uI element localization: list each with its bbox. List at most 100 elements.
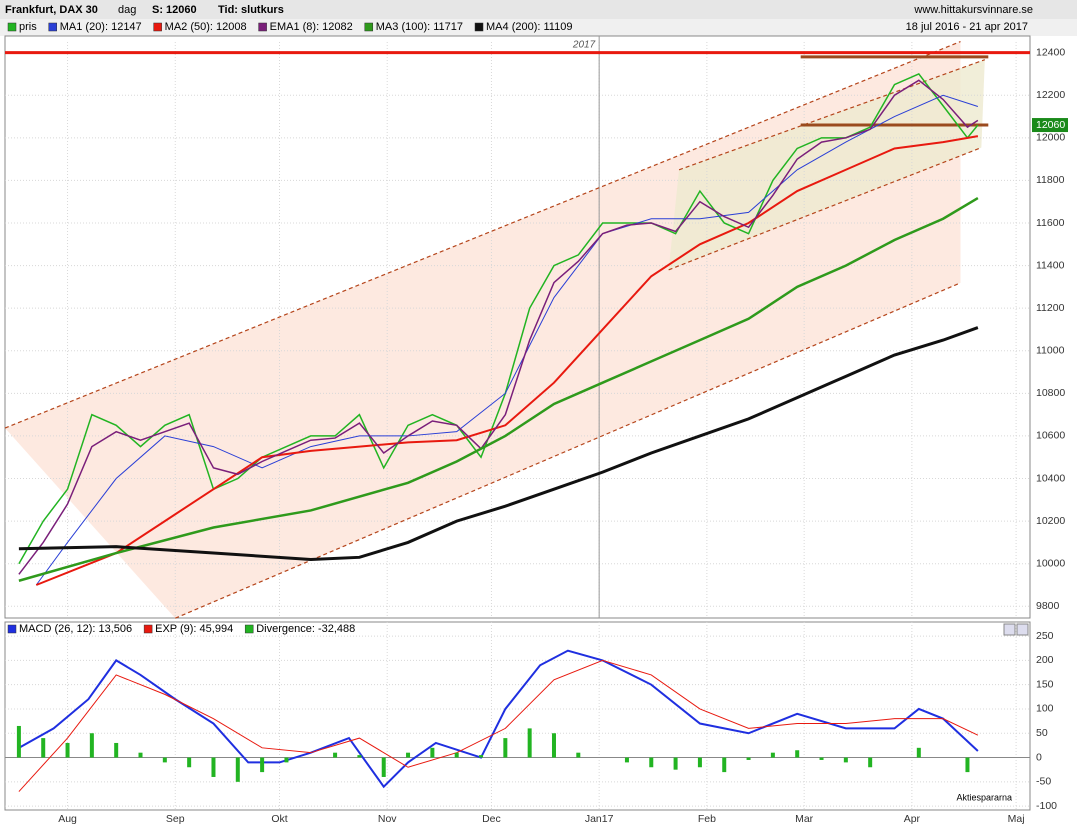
y-tick-label: 250	[1036, 630, 1054, 642]
divergence-bar	[114, 742, 119, 758]
chart-title: Frankfurt, DAX 30	[5, 4, 98, 16]
divergence-bar	[65, 742, 70, 758]
x-tick-label: Jan17	[585, 813, 614, 825]
series-line	[18, 326, 979, 561]
legend-label: EXP (9): 45,994	[155, 623, 233, 635]
legend-swatch	[7, 22, 17, 32]
divergence-bar	[770, 752, 775, 758]
trend-line	[4, 41, 961, 429]
y-tick-label: 50	[1036, 727, 1048, 739]
x-tick-label: Nov	[378, 813, 397, 825]
divergence-bar	[527, 728, 532, 758]
y-tick-label: -50	[1036, 776, 1051, 788]
y-tick-label: -100	[1036, 800, 1057, 812]
y-tick-label: 200	[1036, 654, 1054, 666]
legend-label: MA4 (200): 11109	[486, 21, 572, 33]
divergence-bar	[211, 757, 216, 777]
y-tick-label: 10000	[1036, 557, 1065, 569]
y-tick-label: 12000	[1036, 132, 1065, 144]
x-tick-label: Sep	[166, 813, 185, 825]
y-tick-label: 10600	[1036, 430, 1065, 442]
x-tick-label: Okt	[271, 813, 287, 825]
series-line	[18, 197, 979, 582]
legend-swatch	[153, 22, 162, 32]
y-tick-label: 9800	[1036, 600, 1060, 612]
divergence-bar	[162, 757, 167, 763]
year-label: 2017	[572, 40, 596, 51]
divergence-bar	[41, 738, 46, 758]
legend-swatch	[7, 624, 17, 634]
divergence-bar	[697, 757, 702, 768]
divergence-bar	[746, 757, 751, 760]
divergence-bar	[479, 755, 484, 758]
divergence-bar	[187, 757, 192, 768]
x-tick-label: Maj	[1008, 813, 1025, 825]
divergence-bar	[260, 757, 265, 773]
close-button[interactable]	[1016, 623, 1029, 636]
legend-label: MA3 (100): 11717	[376, 21, 463, 33]
x-tick-label: Mar	[795, 813, 814, 825]
y-tick-label: 12400	[1036, 46, 1065, 58]
x-tick-label: Apr	[904, 813, 921, 825]
divergence-bar	[406, 752, 411, 758]
legend-bar	[0, 19, 1077, 36]
divergence-bar	[284, 757, 289, 763]
y-tick-label: 11200	[1036, 302, 1065, 314]
divergence-bar	[722, 757, 727, 773]
y-tick-label: 11400	[1036, 259, 1065, 271]
y-tick-label: 150	[1036, 678, 1054, 690]
legend-swatch	[244, 624, 254, 634]
legend-label: pris	[19, 21, 37, 33]
y-tick-label: 11800	[1036, 174, 1065, 186]
divergence-bar	[673, 757, 678, 770]
trend-line	[175, 282, 961, 619]
divergence-bar	[843, 757, 848, 763]
divergence-bar	[795, 750, 800, 758]
legend-label: MACD (26, 12): 13,506	[19, 623, 132, 635]
legend-swatch	[143, 624, 153, 634]
time-label: Tid: slutkurs	[218, 4, 284, 16]
x-tick-label: Aug	[58, 813, 77, 825]
divergence-bar	[454, 752, 459, 758]
divergence-bar	[357, 755, 362, 758]
y-tick-label: 10200	[1036, 515, 1065, 527]
divergence-bar	[381, 757, 386, 777]
y-tick-label: 10400	[1036, 472, 1065, 484]
y-tick-label: 100	[1036, 703, 1054, 715]
divergence-bar	[138, 752, 143, 758]
legend-label: MA2 (50): 12008	[165, 21, 247, 33]
last-price-label: 12060	[1036, 119, 1065, 131]
legend-label: Divergence: -32,488	[256, 623, 355, 635]
divergence-bar	[89, 733, 94, 758]
divergence-bar	[333, 752, 338, 758]
series-line	[18, 79, 979, 575]
zoom-button[interactable]	[1003, 623, 1016, 636]
divergence-bar	[819, 757, 824, 760]
site: www.hittakursvinnare.se	[913, 4, 1033, 16]
legend-swatch	[364, 22, 374, 32]
inner-channel-fill	[668, 59, 985, 270]
period: dag	[118, 4, 136, 16]
y-tick-label: 11000	[1036, 345, 1065, 357]
y-tick-label: 10800	[1036, 387, 1065, 399]
header-bar	[0, 0, 1077, 19]
divergence-bar	[16, 725, 21, 758]
source: Aktiespararna	[956, 792, 1012, 802]
series-line	[35, 135, 979, 586]
price-panel	[4, 35, 1031, 619]
series-line	[18, 659, 979, 792]
price-label: S: 12060	[152, 4, 197, 16]
trend-line	[678, 59, 986, 171]
divergence-bar	[916, 747, 921, 758]
y-tick-label: 11600	[1036, 217, 1065, 229]
divergence-bar	[624, 757, 629, 763]
divergence-bar	[868, 757, 873, 768]
divergence-bar	[649, 757, 654, 768]
legend-swatch	[48, 22, 57, 32]
divergence-bar	[576, 752, 581, 758]
last-price-box	[1032, 118, 1068, 133]
legend-swatch	[474, 22, 484, 32]
legend-label: MA1 (20): 12147	[60, 21, 142, 33]
y-tick-label: 12200	[1036, 89, 1065, 101]
